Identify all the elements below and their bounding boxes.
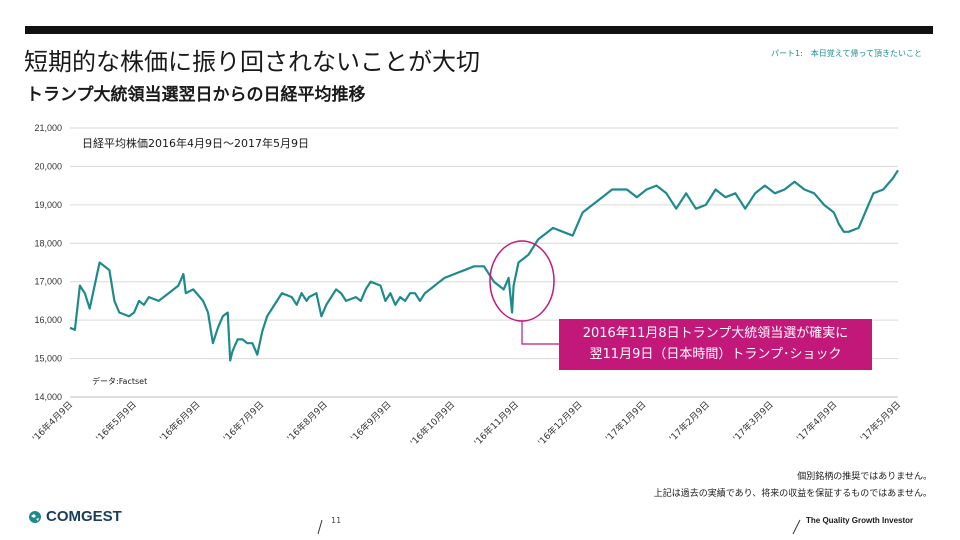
callout-connector bbox=[521, 321, 559, 345]
disclaimer: 個別銘柄の推奨ではありません。 上記は過去の実績であり、将来の収益を保証するもの… bbox=[654, 469, 932, 503]
disclaimer-line-1: 個別銘柄の推奨ではありません。 bbox=[797, 472, 932, 482]
y-tick-label: 14,000 bbox=[34, 392, 62, 402]
x-tick-label: '17年4月9日 bbox=[794, 399, 840, 445]
y-tick-label: 16,000 bbox=[34, 315, 62, 325]
disclaimer-line-2: 上記は過去の実績であり、将来の収益を保証するものではあません。 bbox=[653, 489, 932, 499]
highlight-ellipse bbox=[489, 240, 555, 322]
globe-icon bbox=[29, 510, 41, 523]
y-tick-label: 20,000 bbox=[34, 161, 62, 171]
callout-line-1: 2016年11月8日トランプ大統領当選が確実に bbox=[582, 326, 849, 341]
x-tick-label: '17年3月9日 bbox=[730, 399, 776, 445]
x-tick-label: '16年5月9日 bbox=[93, 399, 139, 445]
callout-line-2: 翌11月9日（日本時間）トランプ･ショック bbox=[589, 347, 842, 362]
x-axis: '16年4月9日 '16年5月9日 '16年6月9日 '16年7月9日 '16年8月9日… bbox=[30, 396, 904, 449]
x-tick-label: '16年8月9日 bbox=[284, 399, 330, 445]
series-layer bbox=[69, 169, 899, 362]
part-label: パート1: 本日覚えて帰って頂きたいこと bbox=[771, 49, 922, 58]
y-tick-label: 17,000 bbox=[34, 277, 62, 287]
page-title: 短期的な株価に振り回されないことが大切 bbox=[24, 48, 480, 76]
series-caption: 日経平均株価2016年4月9日～2017年5月9日 bbox=[82, 137, 309, 150]
data-source: データ:Factset bbox=[92, 377, 148, 386]
callout-box: 2016年11月8日トランプ大統領当選が確実に 翌11月9日（日本時間）トランプ… bbox=[559, 319, 872, 370]
x-tick-label: '17年2月9日 bbox=[667, 399, 713, 445]
x-tick-label: '17年1月9日 bbox=[603, 399, 649, 445]
page-number: 11 bbox=[331, 516, 342, 525]
tagline: The Quality Growth Investor bbox=[806, 516, 914, 525]
y-axis: 14,000 15,000 16,000 17,000 18,000 19,000 20,0… bbox=[34, 123, 62, 402]
nikkei-series-line bbox=[69, 169, 899, 362]
y-tick-label: 15,000 bbox=[34, 354, 62, 364]
x-tick-label: '16年4月9日 bbox=[30, 399, 76, 445]
x-tick-label: '16年12月9日 bbox=[535, 399, 585, 449]
x-tick-label: '16年6月9日 bbox=[157, 399, 203, 445]
x-tick-label: '16年7月9日 bbox=[221, 399, 267, 445]
page-subtitle: トランプ大統領当選翌日からの日経平均推移 bbox=[26, 85, 366, 105]
company-logo: COMGEST bbox=[28, 508, 122, 525]
logo-text: COMGEST bbox=[46, 508, 122, 525]
x-tick-label: '16年11月9日 bbox=[471, 399, 521, 449]
y-tick-label: 19,000 bbox=[34, 200, 62, 210]
y-tick-label: 21,000 bbox=[34, 123, 62, 133]
x-tick-label: '16年10月9日 bbox=[408, 399, 458, 449]
x-tick-label: '17年5月9日 bbox=[858, 399, 904, 445]
top-bar bbox=[25, 26, 933, 34]
x-tick-label: '16年9月9日 bbox=[348, 399, 394, 445]
y-tick-label: 18,000 bbox=[34, 238, 62, 248]
